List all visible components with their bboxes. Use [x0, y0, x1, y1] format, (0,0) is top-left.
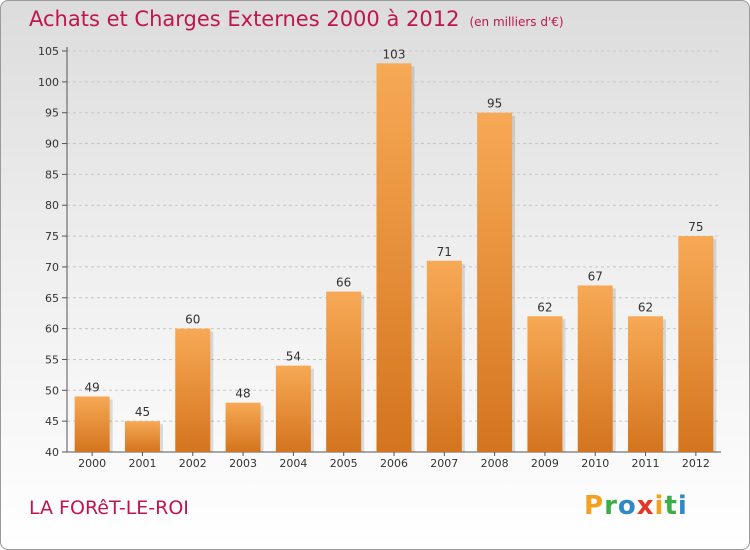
y-tick-label: 45 — [45, 415, 59, 428]
chart-title: Achats et Charges Externes 2000 à 2012 (e… — [29, 7, 564, 31]
data-label: 95 — [487, 97, 502, 111]
data-label: 75 — [688, 220, 703, 234]
x-tick-label: 2006 — [380, 457, 408, 470]
bar — [326, 291, 362, 452]
x-tick-label: 2002 — [179, 457, 207, 470]
bar — [124, 421, 160, 452]
y-tick-label: 90 — [45, 138, 59, 151]
x-tick-label: 2011 — [632, 457, 660, 470]
logo-letter: P — [584, 491, 605, 521]
y-tick-label: 75 — [45, 230, 59, 243]
place-name: LA FORêT-LE-ROI — [29, 497, 189, 519]
bar — [175, 328, 211, 452]
data-label: 60 — [185, 313, 200, 327]
y-tick-label: 80 — [45, 199, 59, 212]
x-tick-label: 2003 — [229, 457, 257, 470]
title-text: Achats et Charges Externes 2000 à 2012 — [29, 7, 460, 31]
y-tick-label: 85 — [45, 168, 59, 181]
data-label: 67 — [588, 269, 603, 283]
bar — [376, 63, 412, 452]
x-tick-label: 2007 — [430, 457, 458, 470]
bar — [225, 402, 261, 452]
bar — [527, 316, 563, 452]
y-tick-label: 55 — [45, 353, 59, 366]
logo-letter: t — [664, 491, 678, 521]
data-label: 62 — [537, 300, 552, 314]
x-tick-label: 2004 — [279, 457, 307, 470]
data-label: 45 — [135, 405, 150, 419]
bar — [628, 316, 664, 452]
logo-letter: i — [677, 491, 688, 521]
bar — [426, 260, 462, 452]
x-tick-label: 2001 — [128, 457, 156, 470]
y-tick-label: 50 — [45, 384, 59, 397]
title-unit: (en milliers d'€) — [469, 15, 564, 29]
x-tick-label: 2000 — [78, 457, 106, 470]
x-tick-label: 2010 — [581, 457, 609, 470]
data-label: 54 — [286, 350, 301, 364]
y-tick-label: 40 — [45, 446, 59, 459]
proxiti-logo: Proxiti — [584, 491, 688, 521]
x-tick-label: 2008 — [481, 457, 509, 470]
logo-letter: r — [604, 491, 618, 521]
x-tick-label: 2009 — [531, 457, 559, 470]
bar — [577, 285, 613, 452]
y-tick-label: 95 — [45, 107, 59, 120]
data-label: 49 — [85, 380, 100, 394]
bar — [477, 112, 513, 452]
data-label: 66 — [336, 276, 351, 290]
logo-letter: x — [636, 491, 655, 521]
x-tick-label: 2012 — [682, 457, 710, 470]
data-label: 62 — [638, 300, 653, 314]
data-label: 71 — [437, 245, 452, 259]
y-tick-label: 105 — [38, 45, 59, 58]
bar — [678, 236, 714, 452]
bar — [74, 396, 110, 452]
data-label: 48 — [235, 387, 250, 401]
x-tick-label: 2005 — [330, 457, 358, 470]
logo-letter: o — [617, 491, 637, 521]
y-tick-label: 70 — [45, 261, 59, 274]
data-label: 103 — [383, 47, 406, 61]
y-tick-label: 60 — [45, 323, 59, 336]
y-tick-label: 65 — [45, 292, 59, 305]
bar — [275, 365, 311, 452]
logo-letter: i — [654, 491, 665, 521]
y-tick-label: 100 — [38, 76, 59, 89]
